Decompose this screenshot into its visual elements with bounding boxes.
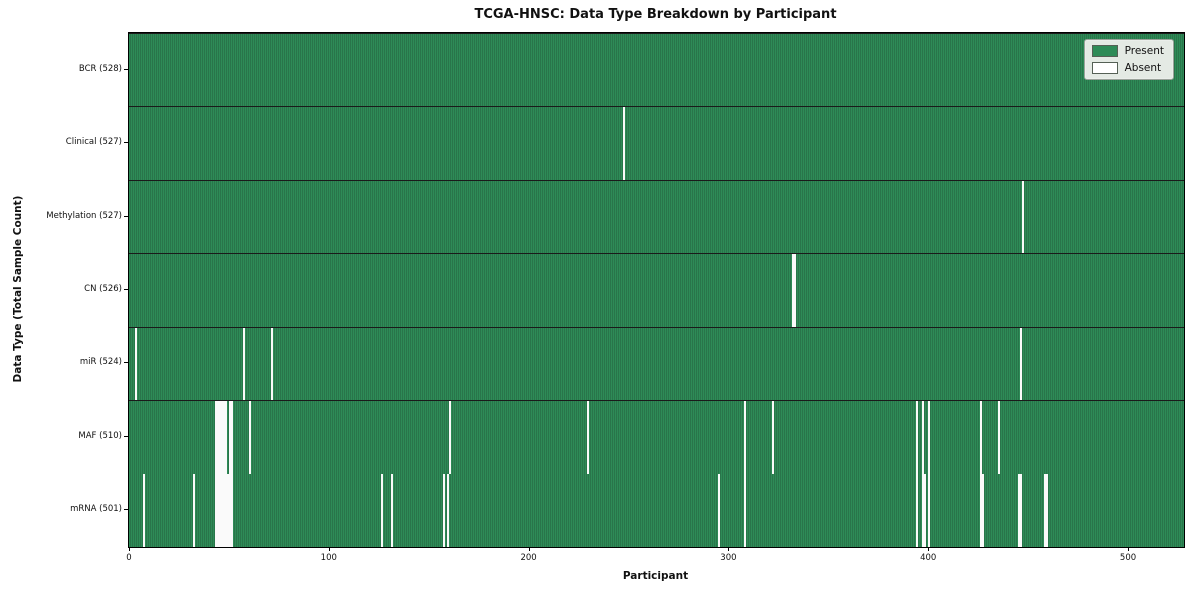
absent-mark	[928, 401, 931, 474]
absent-mark	[922, 401, 925, 474]
y-tick-label: BCR (528)	[78, 63, 122, 74]
plot-area: Present Absent	[128, 32, 1185, 548]
absent-mark	[586, 401, 589, 474]
absent-mark	[248, 401, 251, 474]
x-tick-label: 400	[920, 553, 937, 563]
y-tick-mark	[124, 509, 128, 510]
absent-mark	[922, 473, 925, 547]
y-tick-mark	[124, 362, 128, 363]
y-tick-mark	[124, 69, 128, 70]
absent-mark	[228, 473, 231, 547]
absent-mark	[218, 401, 221, 474]
absent-mark	[270, 327, 273, 401]
absent-mark	[224, 401, 227, 474]
absent-mark	[928, 473, 931, 547]
x-tick-mark	[728, 547, 730, 551]
y-tick-label: mRNA (501)	[70, 504, 122, 515]
absent-mark	[622, 107, 625, 180]
absent-mark	[916, 401, 919, 474]
x-tick-mark	[528, 547, 530, 551]
absent-mark	[222, 473, 225, 547]
absent-mark	[1046, 473, 1049, 547]
legend-item-present: Present	[1091, 45, 1164, 57]
legend-item-absent: Absent	[1091, 62, 1164, 74]
y-tick-label: Methylation (527)	[46, 210, 122, 221]
absent-mark	[230, 473, 233, 547]
absent-mark	[380, 473, 383, 547]
absent-mark	[1020, 473, 1023, 547]
absent-mark	[216, 473, 219, 547]
x-tick-label: 500	[1119, 553, 1137, 563]
absent-mark	[220, 401, 223, 474]
absent-swatch-icon	[1091, 62, 1118, 74]
absent-mark	[1018, 473, 1021, 547]
absent-mark	[442, 473, 445, 547]
absent-mark	[224, 473, 227, 547]
absent-mark	[744, 401, 747, 474]
absent-mark	[1022, 180, 1025, 254]
x-axis-label: Participant	[622, 570, 689, 582]
x-tick-mark	[928, 547, 930, 551]
chart-title: TCGA-HNSC: Data Type Breakdown by Partic…	[474, 7, 837, 22]
legend-label-absent: Absent	[1124, 62, 1162, 74]
absent-mark	[980, 473, 983, 547]
y-tick-label: miR (524)	[79, 357, 122, 368]
y-tick-mark	[124, 289, 128, 290]
absent-mark	[1020, 327, 1023, 401]
legend: Present Absent	[1083, 39, 1174, 80]
legend-label-present: Present	[1124, 45, 1164, 57]
y-tick-label: MAF (510)	[78, 430, 122, 441]
absent-mark	[390, 473, 393, 547]
row-bcr	[129, 33, 1184, 107]
y-tick-label: CN (526)	[84, 284, 122, 294]
absent-mark	[192, 473, 195, 547]
absent-mark	[222, 401, 225, 474]
absent-mark	[228, 401, 231, 474]
absent-mark	[792, 254, 795, 327]
row-clinical	[129, 106, 1184, 180]
row-methylation	[129, 179, 1184, 254]
row-maf	[129, 400, 1184, 474]
absent-mark	[216, 401, 219, 474]
x-tick-mark	[328, 547, 330, 551]
absent-mark	[924, 473, 927, 547]
x-tick-label: 200	[520, 553, 537, 563]
absent-mark	[214, 401, 217, 474]
present-swatch-icon	[1091, 45, 1118, 57]
absent-mark	[242, 327, 245, 401]
absent-mark	[230, 401, 233, 474]
absent-mark	[980, 401, 983, 474]
x-tick-mark	[128, 547, 130, 551]
absent-mark	[142, 473, 145, 547]
absent-mark	[772, 401, 775, 474]
row-mrna	[129, 473, 1184, 547]
x-tick-mark	[1128, 547, 1130, 551]
absent-mark	[214, 473, 217, 547]
y-tick-label: Clinical (527)	[65, 137, 122, 148]
absent-mark	[134, 327, 137, 401]
absent-mark	[916, 473, 919, 547]
x-tick-label: 100	[320, 553, 337, 563]
absent-mark	[448, 401, 451, 474]
absent-mark	[718, 473, 721, 547]
x-tick-label: 0	[126, 553, 132, 563]
absent-mark	[794, 254, 797, 327]
absent-mark	[226, 473, 229, 547]
absent-mark	[1044, 473, 1047, 547]
y-tick-mark	[124, 436, 128, 437]
absent-mark	[998, 401, 1001, 474]
y-tick-mark	[124, 216, 128, 217]
row-cn	[129, 253, 1184, 327]
absent-mark	[446, 473, 449, 547]
x-tick-label: 300	[720, 553, 737, 563]
y-tick-mark	[124, 142, 128, 143]
row-mir	[129, 326, 1184, 401]
absent-mark	[982, 473, 985, 547]
absent-mark	[220, 473, 223, 547]
absent-mark	[218, 473, 221, 547]
absent-mark	[744, 473, 747, 547]
